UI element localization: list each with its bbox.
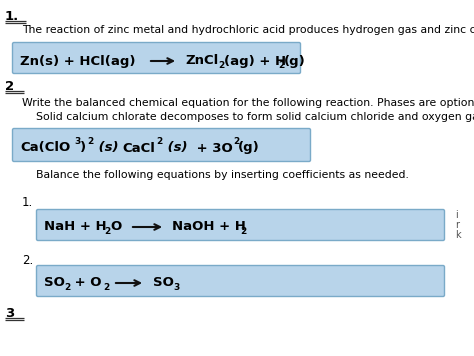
Text: 2: 2 bbox=[64, 283, 70, 293]
Text: ): ) bbox=[80, 141, 86, 155]
Text: k: k bbox=[455, 230, 461, 240]
Text: 1.: 1. bbox=[5, 10, 19, 23]
Text: (s): (s) bbox=[163, 141, 188, 155]
Text: ZnCl: ZnCl bbox=[185, 54, 218, 68]
Text: 2: 2 bbox=[218, 62, 224, 70]
Text: 2: 2 bbox=[87, 136, 93, 146]
Text: 3: 3 bbox=[5, 307, 14, 320]
Text: 2.: 2. bbox=[22, 254, 33, 267]
Text: 2: 2 bbox=[233, 136, 239, 146]
Text: The reaction of zinc metal and hydrochloric acid produces hydrogen gas and zinc : The reaction of zinc metal and hydrochlo… bbox=[22, 25, 474, 35]
Text: (g): (g) bbox=[284, 54, 306, 68]
Text: Balance the following equations by inserting coefficients as needed.: Balance the following equations by inser… bbox=[22, 170, 409, 180]
Text: r: r bbox=[455, 220, 459, 230]
Text: (ag) + H: (ag) + H bbox=[224, 54, 286, 68]
Text: + O: + O bbox=[70, 277, 101, 289]
Text: 2: 2 bbox=[104, 227, 110, 236]
Text: O: O bbox=[110, 220, 121, 234]
Text: CaCl: CaCl bbox=[122, 141, 155, 155]
FancyBboxPatch shape bbox=[12, 129, 310, 162]
FancyBboxPatch shape bbox=[12, 42, 301, 73]
Text: Ca(ClO: Ca(ClO bbox=[20, 141, 70, 155]
Text: Solid calcium chlorate decomposes to form solid calcium chloride and oxygen gas.: Solid calcium chlorate decomposes to for… bbox=[22, 112, 474, 122]
FancyBboxPatch shape bbox=[36, 266, 445, 297]
Text: Zn(s) + HCl(ag): Zn(s) + HCl(ag) bbox=[20, 54, 136, 68]
Text: 3: 3 bbox=[74, 136, 80, 146]
Text: NaH + H: NaH + H bbox=[44, 220, 107, 234]
Text: 3: 3 bbox=[173, 283, 179, 293]
Text: 1.: 1. bbox=[22, 196, 33, 209]
FancyBboxPatch shape bbox=[36, 209, 445, 241]
Text: SO: SO bbox=[44, 277, 65, 289]
Text: i: i bbox=[455, 210, 458, 220]
Text: SO: SO bbox=[153, 277, 174, 289]
Text: 2: 2 bbox=[5, 80, 14, 93]
Text: 2: 2 bbox=[278, 62, 284, 70]
Text: (g): (g) bbox=[238, 141, 260, 155]
Text: Write the balanced chemical equation for the following reaction. Phases are opti: Write the balanced chemical equation for… bbox=[22, 98, 474, 108]
Text: (s): (s) bbox=[94, 141, 118, 155]
Text: 2: 2 bbox=[240, 227, 246, 236]
Text: NaOH + H: NaOH + H bbox=[172, 220, 246, 234]
Text: 2: 2 bbox=[156, 136, 162, 146]
Text: + 3O: + 3O bbox=[192, 141, 233, 155]
Text: 2: 2 bbox=[103, 283, 109, 293]
